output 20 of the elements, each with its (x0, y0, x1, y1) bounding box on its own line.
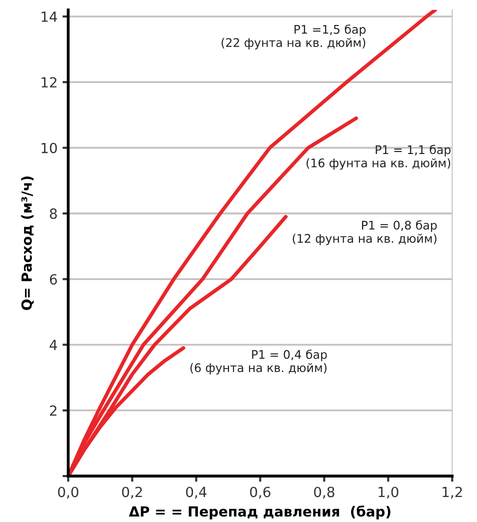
x-tick-label: 1,2 (442, 486, 462, 499)
y-tick-label: 8 (50, 208, 57, 219)
y-tick-label: 4 (50, 340, 58, 350)
y-tick-label: 12 (42, 77, 56, 88)
x-tick-label: 0,4 (186, 486, 206, 499)
x-tick-label: 0,8 (314, 486, 334, 499)
series-label: P1 = 0,8 бар (12 фунта на кв. дюйм) (292, 220, 437, 246)
y-tick-label: 2 (50, 405, 56, 416)
series-label: P1 = 0,4 бар (6 фунта на кв. дюйм) (190, 350, 327, 374)
y-tick-label: 10 (42, 142, 57, 154)
y-tick-label: 6 (50, 274, 57, 285)
y-axis-title: Q= Расход (м³/ч) (21, 176, 34, 310)
x-tick-label: 1,0 (378, 486, 398, 499)
x-tick-label: 0,2 (122, 486, 142, 499)
x-tick-label: 0,6 (250, 486, 270, 499)
series-label: P1 =1,5 бар (22 фунта на кв. дюйм) (222, 24, 366, 50)
series-label: P1 = 1,1 бар (16 фунта на кв. дюйм) (306, 144, 451, 170)
y-tick-label: 14 (42, 12, 58, 22)
x-tick-label: 0,0 (58, 486, 78, 499)
x-axis-title: ΔP = = Перепад давления (бар) (128, 505, 390, 520)
